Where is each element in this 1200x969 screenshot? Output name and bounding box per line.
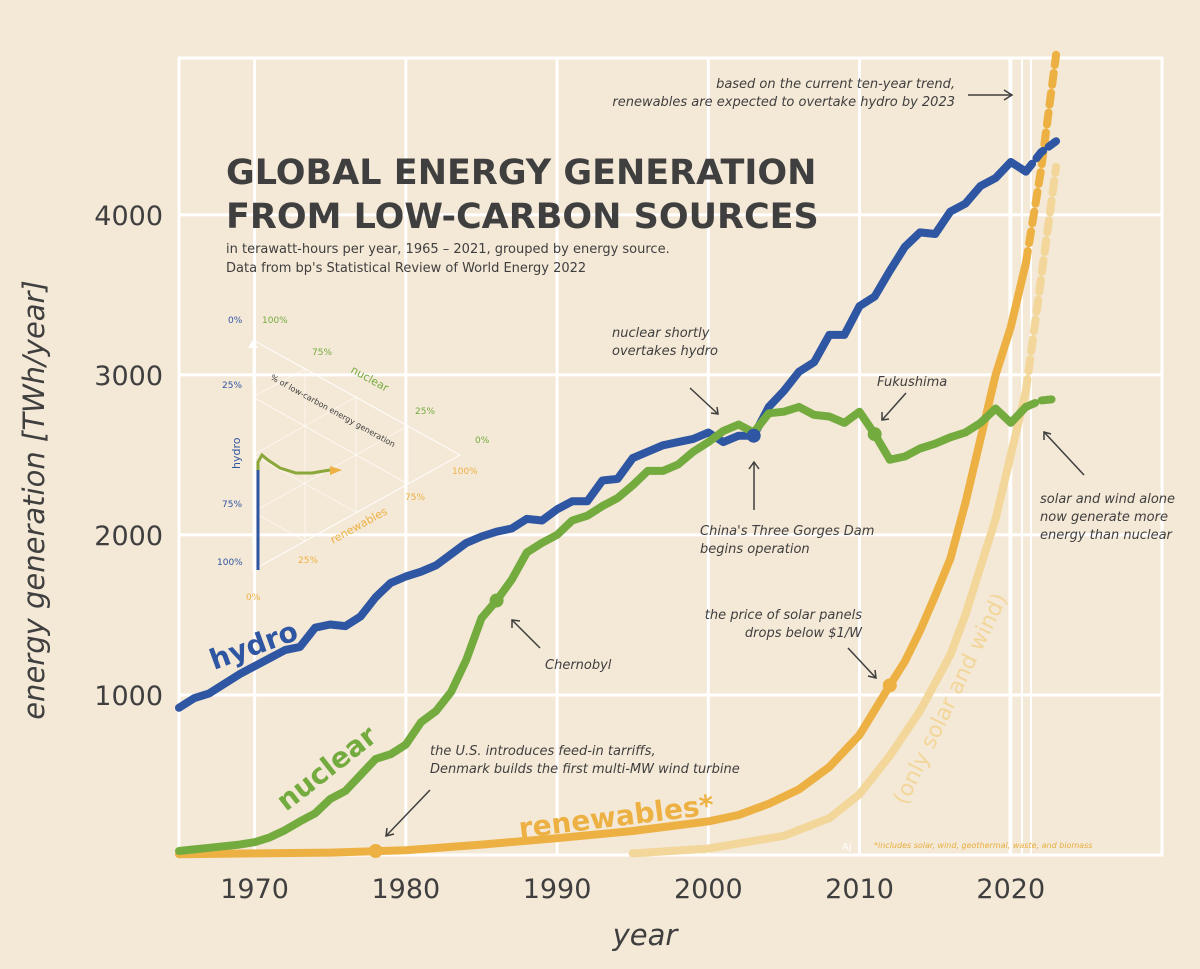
x-axis-title: year	[612, 918, 680, 952]
ternary-renewables-tick-100: 100%	[452, 467, 478, 477]
series-line-nuclear-projection	[1021, 394, 1061, 411]
x-tick-label: 1970	[220, 874, 289, 905]
ternary-renewables-tick-75: 75%	[405, 493, 425, 503]
chart-subtitle-line1: in terawatt-hours per year, 1965 – 2021,…	[226, 242, 670, 257]
y-tick-label: 1000	[94, 681, 163, 712]
highlight-point	[867, 427, 882, 442]
annotation-feed-in-line2: Denmark builds the first multi-MW wind t…	[430, 762, 740, 777]
ternary-nuclear-tick-25: 25%	[415, 407, 435, 417]
ternary-hydro-label: hydro	[230, 437, 243, 469]
highlight-point	[489, 593, 504, 608]
x-tick-label: 2020	[976, 874, 1045, 905]
annotation-solar-wind-line2: now generate more	[1040, 510, 1168, 525]
x-axis-ticks: 1970 1980 1990 2000 2010 2020	[220, 874, 1045, 905]
series-line-renewables	[175, 258, 1030, 859]
highlight-points	[368, 427, 897, 858]
ternary-hydro-tick-75: 75%	[222, 500, 242, 510]
fukushima-arrowhead	[881, 412, 890, 421]
ternary-trajectory-arrowhead	[330, 466, 342, 475]
three-gorges-arrowhead	[748, 460, 760, 470]
y-tick-label: 2000	[94, 521, 163, 552]
annotation-solar-wind-line3: energy than nuclear	[1040, 528, 1174, 543]
highlight-point	[882, 678, 897, 693]
ternary-nuclear-tick-100: 100%	[262, 316, 288, 326]
ternary-hydro-tick-100: 100%	[217, 558, 243, 568]
ternary-axis-bottom	[252, 454, 461, 571]
ternary-grid-line	[252, 396, 409, 485]
series-line-nuclear	[175, 402, 1030, 855]
annotation-solar-price-line1: the price of solar panels	[705, 608, 862, 623]
annotation-overtake-line1: based on the current ten-year trend,	[716, 77, 955, 92]
x-tick-label: 1980	[371, 874, 440, 905]
annotation-overtake-line2: renewables are expected to overtake hydr…	[612, 95, 955, 110]
ternary-nuclear-label: nuclear	[349, 363, 392, 395]
y-axis-ticks: 1000 2000 3000 4000	[94, 201, 163, 712]
solar-wind-arrow	[1043, 431, 1085, 476]
x-tick-label: 1990	[523, 874, 592, 905]
ternary-grid-line	[252, 368, 306, 398]
highlight-point	[368, 843, 383, 858]
overtake-arrowhead	[1003, 89, 1014, 101]
feed-in-arrow	[385, 789, 431, 837]
annotations	[385, 89, 1085, 837]
ternary-trajectory	[256, 452, 331, 570]
nuclear-overtakes-arrowhead	[710, 406, 719, 415]
chernobyl-arrowhead	[511, 619, 521, 628]
y-tick-label: 3000	[94, 361, 163, 392]
series-lines	[175, 50, 1061, 859]
gridlines	[179, 58, 1162, 855]
x-tick-label: 2010	[825, 874, 894, 905]
footnote: *includes solar, wind, geothermal, waste…	[874, 841, 1092, 850]
highlight-point	[746, 428, 761, 443]
ternary-nuclear-tick-75: 75%	[312, 348, 332, 358]
fukushima-arrow	[881, 392, 907, 421]
ternary-grid-line	[252, 511, 306, 542]
chart-subtitle-line2: Data from bp's Statistical Review of Wor…	[226, 261, 586, 276]
solar-price-arrow	[847, 647, 877, 679]
annotation-chernobyl: Chernobyl	[545, 658, 612, 673]
feed-in-arrowhead	[385, 827, 395, 837]
series-line-hydro	[175, 158, 1030, 712]
series-label-solar-wind: (only solar and wind)	[889, 589, 1013, 808]
ternary-renewables-tick-0: 0%	[246, 593, 261, 603]
annotation-fukushima: Fukushima	[877, 375, 947, 390]
annotation-nuclear-overtakes-line1: nuclear shortly	[612, 326, 710, 341]
y-axis-title: energy generation [TWh/year]	[17, 280, 51, 720]
nuclear-overtakes-arrow	[689, 387, 719, 415]
solar-wind-arrowhead	[1043, 431, 1052, 440]
signature: AJ	[842, 842, 852, 853]
series-line-renewables-projection	[1021, 50, 1061, 267]
ternary-hydro-tick-0: 0%	[228, 316, 243, 326]
annotation-solar-price-line2: drops below $1/W	[745, 626, 863, 641]
ternary-grid-line	[252, 396, 357, 456]
ternary-grid	[252, 339, 461, 571]
ternary-hydro-tick-25: 25%	[222, 381, 242, 391]
x-tick-label: 2000	[674, 874, 743, 905]
ternary-axis-arrowhead	[248, 340, 258, 348]
ternary-grid-line	[252, 396, 409, 485]
solar-price-arrowhead	[867, 669, 877, 679]
chart-title-line2: FROM LOW-CARBON SOURCES	[226, 197, 819, 237]
annotation-three-gorges-line2: begins operation	[700, 542, 810, 557]
annotation-nuclear-overtakes-line2: overtakes hydro	[612, 344, 718, 359]
series-line-only-solar-and-wind	[628, 386, 1030, 858]
ternary-renewables-tick-25: 25%	[298, 556, 318, 566]
chart-title-line1: GLOBAL ENERGY GENERATION	[226, 153, 816, 193]
ternary-nuclear-tick-0: 0%	[475, 436, 490, 446]
annotation-solar-wind-line1: solar and wind alone	[1040, 492, 1175, 507]
series-line-only-solar-and-wind-projection	[1021, 162, 1061, 395]
series-line-hydro-projection	[1021, 137, 1061, 176]
annotation-feed-in-line1: the U.S. introduces feed-in tarriffs,	[430, 744, 656, 759]
annotation-three-gorges-line1: China's Three Gorges Dam	[700, 524, 874, 539]
y-tick-label: 4000	[94, 201, 163, 232]
chernobyl-arrow	[511, 619, 541, 649]
